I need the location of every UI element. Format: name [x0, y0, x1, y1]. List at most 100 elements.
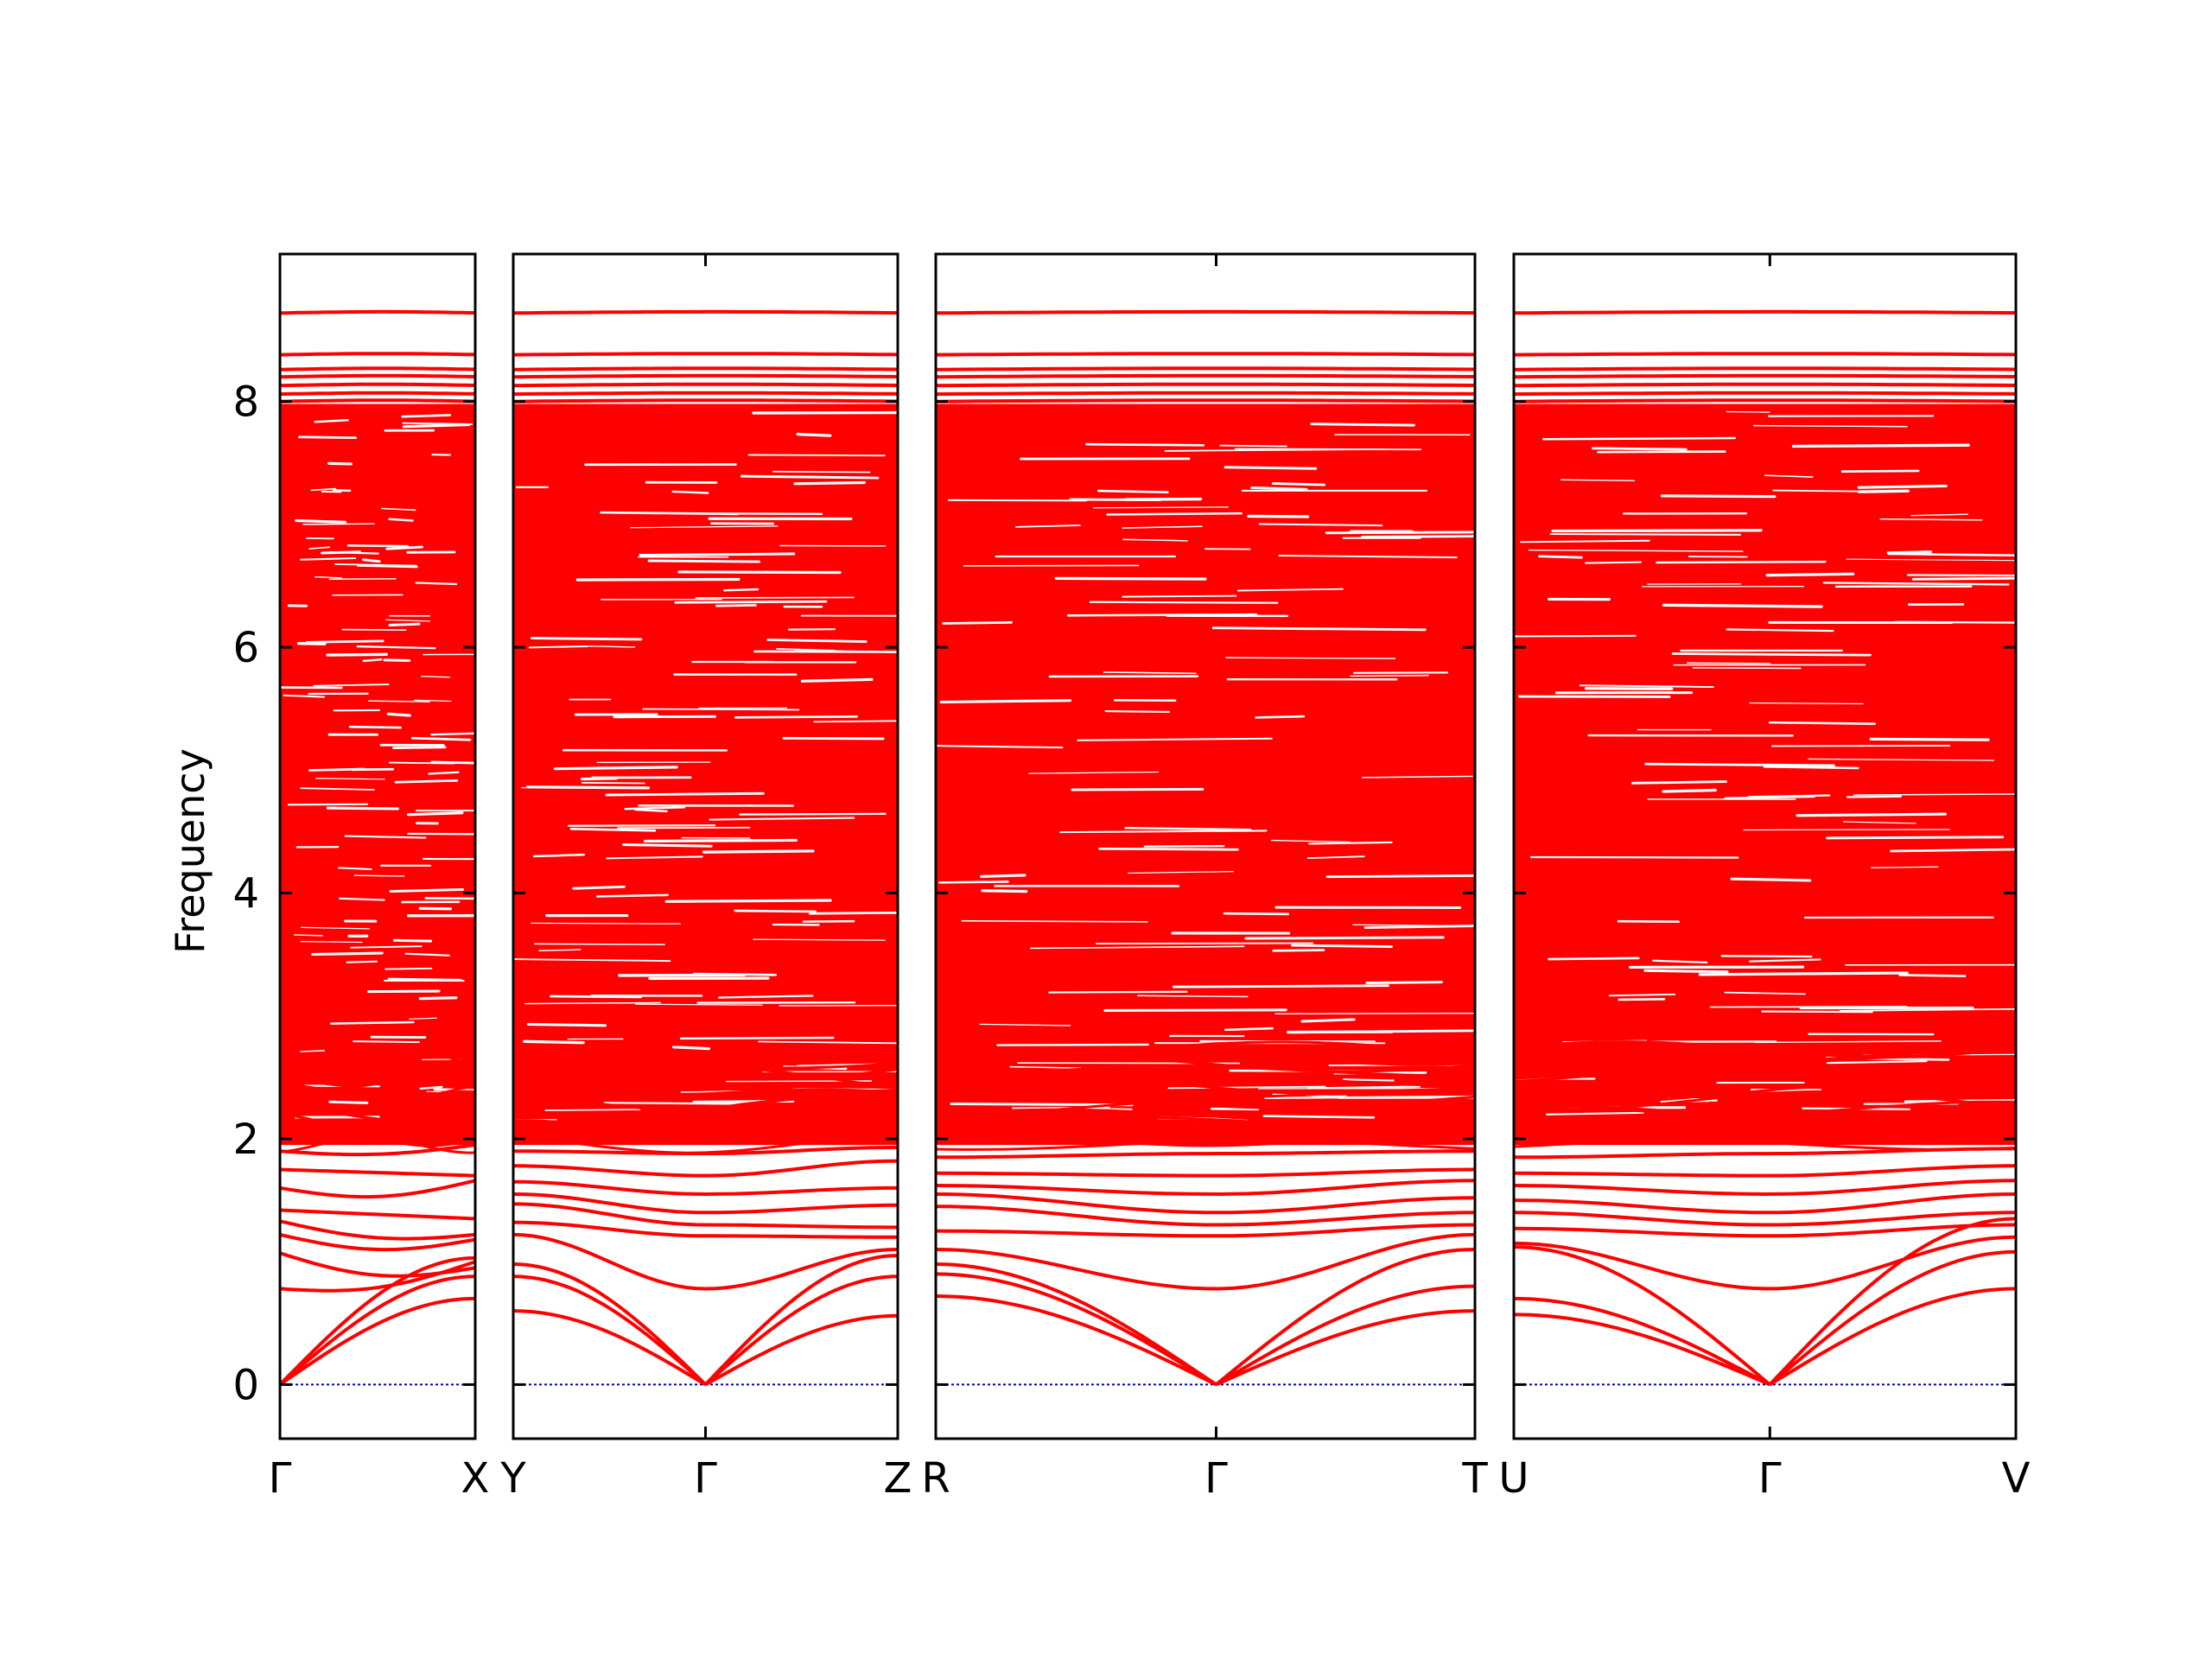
band-gap — [305, 639, 385, 644]
panel-frame — [1512, 252, 2018, 1440]
band-gap — [1747, 794, 1831, 798]
dense-band-region — [280, 404, 475, 1146]
band-line — [936, 1092, 1475, 1109]
band-gap — [1124, 497, 1203, 501]
band-gap — [671, 490, 709, 494]
flat-band — [1514, 398, 2016, 404]
band-gap — [298, 435, 358, 440]
acoustic-branch — [513, 1274, 707, 1386]
band-gap — [1167, 1085, 1326, 1090]
band-gap — [702, 849, 815, 854]
flat-band — [1514, 309, 2016, 315]
flat-band — [513, 373, 898, 379]
band-line — [936, 1046, 1475, 1066]
band-line — [513, 1067, 898, 1090]
band-line — [936, 1098, 1475, 1117]
optical-branch — [1514, 1223, 2016, 1238]
band-gap — [1662, 603, 1823, 608]
band-gap — [404, 952, 450, 957]
optical-branch — [1514, 1192, 2016, 1215]
dense-band-fill — [1514, 404, 2016, 1146]
band-line — [1514, 1055, 2016, 1072]
band-gap — [528, 645, 589, 649]
optical-branch — [936, 1223, 1475, 1238]
band-gap — [1224, 466, 1318, 470]
band-gap — [939, 699, 1072, 704]
band-gap — [1887, 552, 2016, 557]
band-gap — [1066, 613, 1258, 617]
band-gap — [418, 906, 453, 911]
y-tick-label: 8 — [232, 378, 259, 427]
band-gap — [677, 570, 842, 575]
flat-band — [1514, 366, 2016, 372]
band-gap — [341, 628, 407, 632]
flat-band — [1514, 352, 2016, 357]
band-gap — [1768, 721, 1876, 725]
band-gap — [1529, 855, 1739, 859]
x-tick-label: Γ — [1205, 1454, 1228, 1503]
band-gap — [1071, 787, 1205, 791]
band-line — [1514, 1050, 2016, 1064]
band-gap — [415, 582, 458, 586]
dense-band-region — [1514, 404, 2016, 1146]
band-gap — [368, 700, 430, 702]
band-line — [1514, 1071, 2016, 1086]
band-line — [1514, 1121, 2016, 1140]
flat-band — [936, 391, 1475, 397]
band-gap — [295, 518, 346, 524]
band-line — [280, 1063, 475, 1079]
panel-bands — [513, 309, 898, 1387]
band-gap — [1164, 448, 1385, 452]
band-gap — [1643, 969, 1729, 974]
band-gap — [513, 958, 671, 963]
band-gap — [1772, 489, 1866, 493]
band-gap — [1262, 1115, 1376, 1119]
band-gap — [283, 694, 326, 698]
band-gap — [383, 658, 411, 662]
band-gap — [1592, 447, 1688, 451]
band-line — [280, 1128, 475, 1147]
flat-band — [936, 398, 1475, 404]
band-line — [513, 1063, 898, 1080]
band-gap — [569, 828, 657, 832]
band-gap — [1224, 1027, 1274, 1032]
band-gap — [353, 1040, 420, 1044]
band-gap — [617, 826, 751, 830]
band-gap — [385, 619, 431, 622]
band-gap — [740, 474, 880, 480]
band-gap — [1686, 662, 1771, 664]
flat-band — [936, 366, 1475, 372]
band-gap — [366, 989, 441, 994]
band-line — [936, 1087, 1475, 1099]
band-gap — [1103, 671, 1197, 675]
optical-branch — [1514, 1179, 2016, 1197]
flat-band — [280, 398, 475, 404]
band-gap — [306, 537, 334, 540]
band-line — [513, 1088, 898, 1099]
band-line — [280, 1109, 475, 1122]
acoustic-branch — [280, 1274, 475, 1386]
band-gap — [351, 767, 395, 772]
band-gap — [1029, 945, 1245, 950]
band-gap — [389, 887, 464, 893]
band-gap — [526, 1022, 607, 1027]
band-gap — [392, 746, 447, 749]
band-gap — [1247, 514, 1310, 518]
band-line — [513, 1041, 898, 1057]
band-gap — [293, 934, 323, 937]
band-gap — [387, 977, 462, 982]
band-gap — [1870, 866, 1939, 868]
band-line — [513, 1132, 898, 1143]
x-tick-label: Y — [499, 1454, 526, 1503]
acoustic-branch — [513, 1262, 707, 1386]
panel-frame — [278, 252, 477, 1440]
optical-branch — [936, 1179, 1475, 1197]
band-gap — [326, 806, 399, 810]
band-gap — [753, 938, 886, 941]
band-gap — [1796, 812, 1948, 817]
band-line — [513, 1109, 898, 1122]
optical-branch — [936, 1232, 1475, 1291]
band-gap — [1291, 944, 1393, 949]
band-gap — [346, 544, 409, 548]
